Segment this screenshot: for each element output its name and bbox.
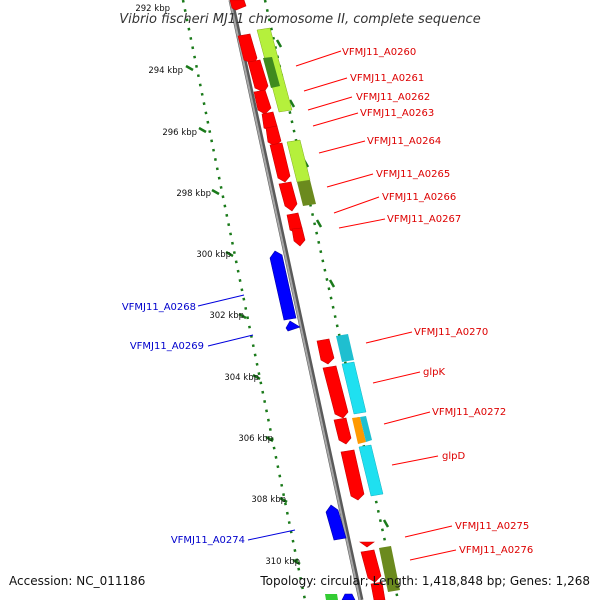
tick-label-292: 292 kbp (135, 4, 170, 14)
gene-label-glpD: glpD (442, 451, 465, 462)
gene-label-VFMJ11_A0260: VFMJ11_A0260 (342, 47, 416, 58)
gene-label-VFMJ11_A0269: VFMJ11_A0269 (130, 341, 204, 352)
gene-arrow-0269 (285, 320, 301, 332)
gene-arrow-0264 (265, 125, 282, 147)
chromosome-backbone (228, 0, 364, 600)
gene-arrow-0264b (269, 142, 291, 183)
gene-label-VFMJ11_A0264: VFMJ11_A0264 (367, 136, 441, 147)
tick-label-298: 298 kbp (176, 189, 211, 199)
tick-labels: 292 kbp 294 kbp 296 kbp 298 kbp 300 kbp … (135, 4, 300, 567)
genome-stats-text: Topology: circular; Length: 1,418,848 bp… (260, 574, 590, 588)
gene-label-VFMJ11_A0262: VFMJ11_A0262 (356, 92, 430, 103)
forward-leader-lines (295, 50, 457, 561)
tick-label-302: 302 kbp (209, 311, 244, 321)
tick-label-308: 308 kbp (251, 495, 286, 505)
gene-label-VFMJ11_A0276: VFMJ11_A0276 (459, 545, 533, 556)
gene-arrow-0261 (247, 59, 269, 93)
left-tick-marks (185, 64, 301, 566)
gene-label-VFMJ11_A0267: VFMJ11_A0267 (387, 214, 461, 225)
gene-arrow-0272 (333, 417, 352, 445)
forward-gene-arrows (229, 0, 386, 600)
map-title: Vibrio fischeri MJ11 chromosome II, comp… (119, 12, 480, 27)
gene-arrow-glpK (322, 365, 349, 419)
gene-arrow-0262 (253, 89, 272, 115)
forward-gene-labels: VFMJ11_A0260 VFMJ11_A0261 VFMJ11_A0262 V… (342, 47, 533, 556)
gene-arrow-0267b (291, 227, 306, 247)
accession-text: Accession: NC_011186 (9, 574, 146, 588)
tick-rail-left (181, 0, 307, 600)
tick-label-306: 306 kbp (238, 434, 273, 444)
gene-arrow-0274 (325, 504, 347, 541)
gene-label-VFMJ11_A0261: VFMJ11_A0261 (350, 73, 424, 84)
gene-arrow-glpD (340, 449, 365, 501)
gene-label-VFMJ11_A0265: VFMJ11_A0265 (376, 169, 450, 180)
tick-label-300: 300 kbp (196, 250, 231, 260)
gene-arrow-0268 (269, 250, 297, 321)
gene-arrow-0266 (278, 181, 298, 212)
gene-label-VFMJ11_A0275: VFMJ11_A0275 (455, 521, 529, 532)
gene-label-VFMJ11_A0268: VFMJ11_A0268 (122, 302, 196, 313)
tick-label-310: 310 kbp (265, 557, 300, 567)
gene-arrow-0277 (370, 581, 386, 600)
gene-label-VFMJ11_A0272: VFMJ11_A0272 (432, 407, 506, 418)
reverse-gene-arrows (269, 250, 356, 600)
gene-arrow-0276 (360, 549, 382, 583)
gene-label-VFMJ11_A0263: VFMJ11_A0263 (360, 108, 434, 119)
tick-label-304: 304 kbp (224, 373, 259, 383)
gene-label-VFMJ11_A0266: VFMJ11_A0266 (382, 192, 456, 203)
gene-label-glpK: glpK (423, 367, 445, 378)
gene-arrow-0270 (316, 338, 335, 365)
tick-label-294: 294 kbp (148, 66, 183, 76)
cog-bars (256, 27, 400, 600)
gene-arrow-0275 (359, 541, 375, 548)
gene-arrow-0259 (229, 0, 247, 11)
gene-label-VFMJ11_A0270: VFMJ11_A0270 (414, 327, 488, 338)
gene-label-VFMJ11_A0274: VFMJ11_A0274 (171, 535, 245, 546)
reverse-gene-labels: VFMJ11_A0268 VFMJ11_A0269 VFMJ11_A0274 (122, 302, 245, 546)
reverse-leader-lines (197, 294, 296, 541)
tick-label-296: 296 kbp (162, 128, 197, 138)
gene-arrow-0278 (341, 593, 356, 600)
